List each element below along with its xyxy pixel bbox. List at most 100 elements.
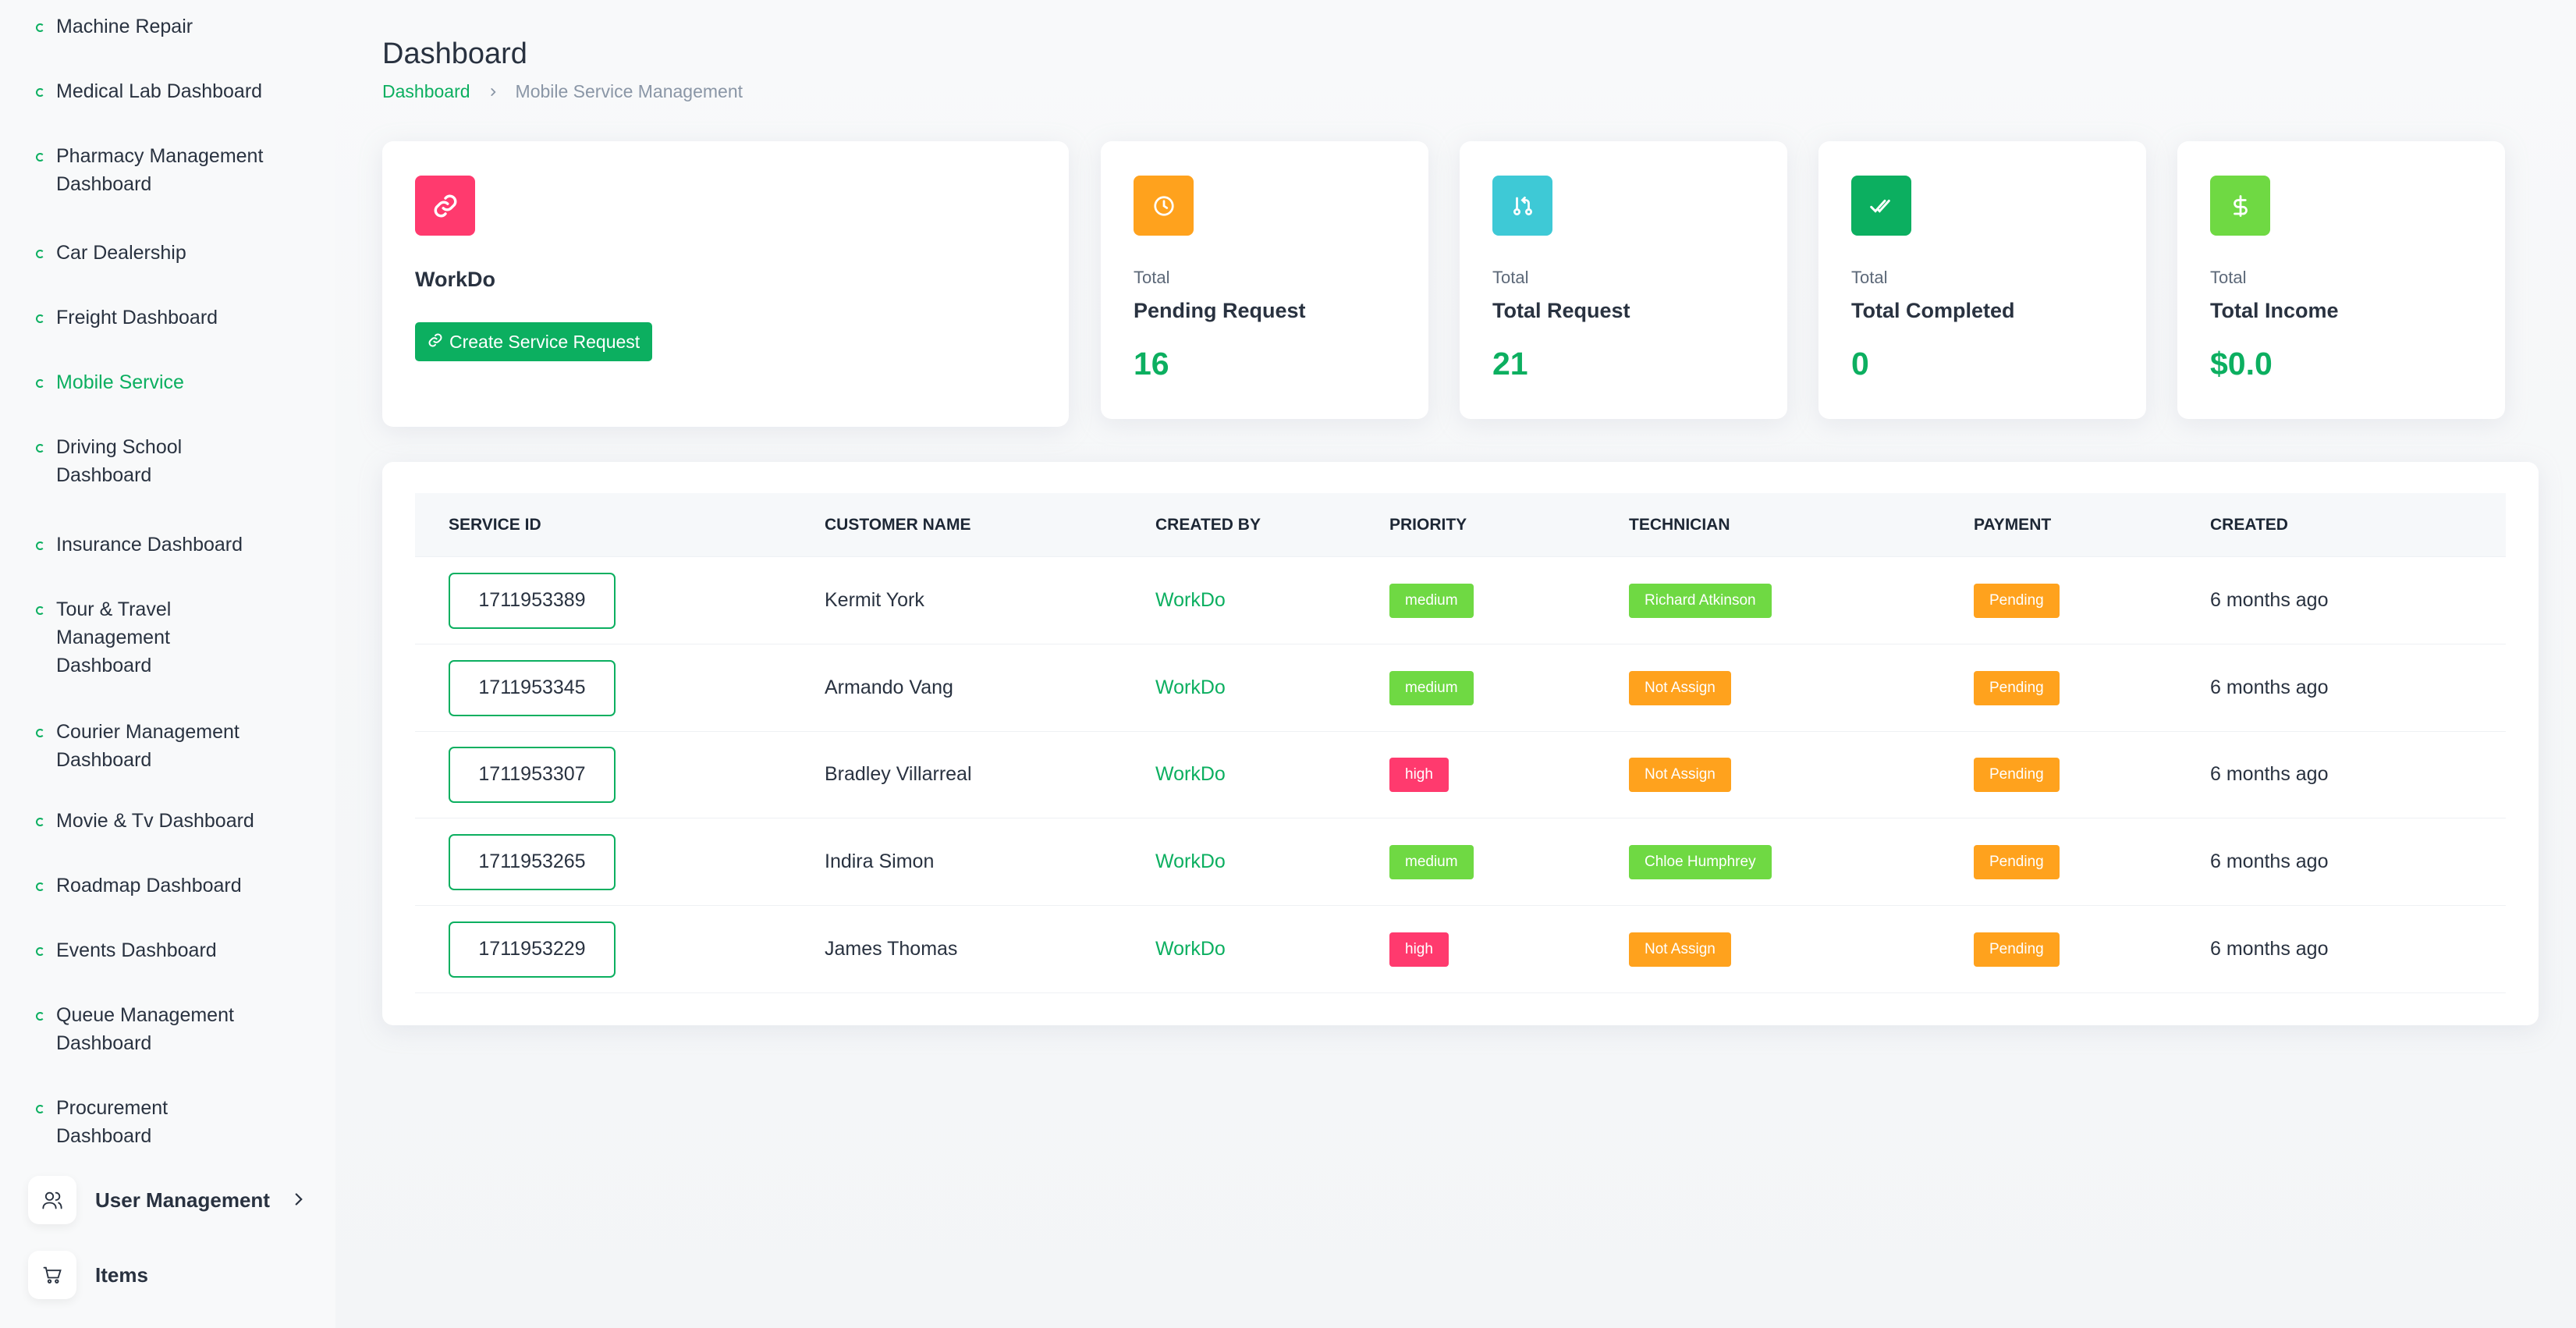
payment-cell: Pending: [1974, 906, 2060, 992]
clock-icon: [1134, 176, 1194, 236]
service-id-button[interactable]: 1711953345: [449, 659, 616, 716]
stat-label: Total Request: [1492, 299, 1630, 322]
sidebar-item-label-line: Events Dashboard: [56, 939, 217, 961]
stat-value: $0.0: [2210, 346, 2273, 382]
stat-label: Pending Request: [1134, 299, 1306, 322]
bullet-icon: [36, 88, 44, 97]
sidebar-item-roadmap-dashboard[interactable]: Roadmap Dashboard: [36, 872, 314, 900]
sidebar-item-label-line: Movie & Tv Dashboard: [56, 810, 254, 832]
payment-status-badge: Pending: [1974, 583, 2060, 618]
priority-badge: medium: [1389, 670, 1474, 705]
sidebar-item-insurance-dashboard[interactable]: Insurance Dashboard: [36, 531, 314, 559]
sidebar-item-pharmacy-management-dashboard[interactable]: Pharmacy Management Dashboard: [36, 142, 314, 198]
stat-value: 21: [1492, 346, 1528, 382]
sidebar-item-queue-management-dashboard[interactable]: Queue Management Dashboard: [36, 1001, 314, 1057]
bullet-icon: [36, 314, 44, 323]
customer-name-cell: James Thomas: [825, 938, 958, 960]
column-header-priority[interactable]: PRIORITY: [1389, 516, 1467, 534]
technician-badge: Not Assign: [1629, 757, 1731, 792]
users-icon: [28, 1176, 76, 1224]
column-header-payment[interactable]: PAYMENT: [1974, 516, 2052, 534]
sidebar-item-label-line: Insurance Dashboard: [56, 534, 243, 556]
technician-cell: Not Assign: [1629, 731, 1731, 818]
table-row: 1711953229 James Thomas WorkDo high Not Assi…: [415, 906, 2506, 993]
created-by-link[interactable]: WorkDo: [1155, 850, 1226, 872]
created-by-link[interactable]: WorkDo: [1155, 763, 1226, 785]
sidebar-item-procurement-dashboard[interactable]: Procurement Dashboard: [36, 1094, 314, 1150]
stat-value: 16: [1134, 346, 1169, 382]
service-id-cell: 1711953389: [449, 557, 616, 644]
sidebar-item-tour-travel-management-dashboard[interactable]: Tour & Travel Management Dashboard: [36, 595, 314, 680]
sidebar-item-courier-management-dashboard[interactable]: Courier Management Dashboard: [36, 718, 314, 774]
service-id-button[interactable]: 1711953389: [449, 572, 616, 629]
created-by-cell: WorkDo: [1155, 644, 1226, 731]
priority-cell: medium: [1389, 644, 1474, 731]
technician-cell: Richard Atkinson: [1629, 557, 1772, 644]
created-by-link[interactable]: WorkDo: [1155, 676, 1226, 698]
sidebar-item-label-line: Driving School: [56, 436, 183, 458]
breadcrumb: Dashboard Mobile Service Management: [382, 81, 743, 102]
stat-label: Total Income: [2210, 299, 2339, 322]
sidebar-item-label: Queue Management Dashboard: [56, 1001, 234, 1057]
sidebar-item-events-dashboard[interactable]: Events Dashboard: [36, 936, 314, 964]
bullet-icon: [36, 23, 44, 32]
stat-caption: Total: [2210, 268, 2247, 287]
link-icon: [428, 332, 449, 353]
column-header-created-by[interactable]: CREATED BY: [1155, 516, 1261, 534]
priority-cell: medium: [1389, 818, 1474, 905]
sidebar-item-mobile-service[interactable]: Mobile Service: [36, 368, 314, 396]
sidebar-item-driving-school-dashboard[interactable]: Driving School Dashboard: [36, 433, 314, 489]
sidebar: Machine Repair Medical Lab Dashboard Pharm…: [0, 0, 335, 1328]
sidebar-item-label: Insurance Dashboard: [56, 531, 243, 559]
sidebar-item-label-line: Car Dealership: [56, 242, 186, 264]
sidebar-item-items[interactable]: Items: [28, 1250, 309, 1300]
created-by-cell: WorkDo: [1155, 906, 1226, 992]
technician-badge: Richard Atkinson: [1629, 583, 1772, 618]
created-cell: 6 months ago: [2210, 938, 2329, 960]
priority-cell: high: [1389, 906, 1449, 992]
created-by-link[interactable]: WorkDo: [1155, 938, 1226, 960]
priority-badge: medium: [1389, 844, 1474, 879]
breadcrumb-home-link[interactable]: Dashboard: [382, 81, 470, 101]
column-header-customer-name[interactable]: CUSTOMER NAME: [825, 516, 971, 534]
sidebar-item-label: Driving School Dashboard: [56, 433, 182, 489]
payment-cell: Pending: [1974, 644, 2060, 731]
sidebar-item-movie-tv-dashboard[interactable]: Movie & Tv Dashboard: [36, 807, 314, 835]
sidebar-item-label-line: Freight Dashboard: [56, 307, 218, 328]
sidebar-item-label-line: Dashboard: [56, 1125, 152, 1147]
sidebar-item-machine-repair[interactable]: Machine Repair: [36, 12, 314, 41]
chevron-right-icon: [289, 1189, 309, 1213]
double-check-icon: [1851, 176, 1911, 236]
bullet-icon: [36, 947, 44, 956]
create-service-request-button[interactable]: Create Service Request: [415, 322, 653, 361]
button-label: Create Service Request: [449, 331, 640, 352]
sidebar-item-label-line: Courier Management: [56, 721, 240, 743]
breadcrumb-current: Mobile Service Management: [515, 81, 743, 101]
sidebar-item-user-management[interactable]: User Management: [28, 1175, 309, 1225]
sidebar-item-label-line: Medical Lab Dashboard: [56, 80, 263, 102]
column-header-created[interactable]: CREATED: [2210, 516, 2288, 534]
bullet-icon: [36, 1105, 44, 1113]
stat-caption: Total: [1851, 268, 1888, 287]
column-header-technician[interactable]: TECHNICIAN: [1629, 516, 1730, 534]
service-id-button[interactable]: 1711953307: [449, 746, 616, 803]
service-id-button[interactable]: 1711953229: [449, 921, 616, 978]
created-by-link[interactable]: WorkDo: [1155, 589, 1226, 611]
sidebar-item-label: Items: [95, 1262, 148, 1287]
page-title: Dashboard: [382, 37, 527, 70]
chevron-right-icon: [488, 81, 499, 102]
stat-caption: Total: [1492, 268, 1529, 287]
sidebar-item-label: Courier Management Dashboard: [56, 718, 240, 774]
column-header-service-id[interactable]: SERVICE ID: [449, 516, 541, 534]
priority-badge: medium: [1389, 583, 1474, 618]
sidebar-item-car-dealership[interactable]: Car Dealership: [36, 239, 314, 267]
payment-cell: Pending: [1974, 818, 2060, 905]
service-id-cell: 1711953307: [449, 731, 616, 818]
sidebar-item-freight-dashboard[interactable]: Freight Dashboard: [36, 304, 314, 332]
sidebar-item-medical-lab-dashboard[interactable]: Medical Lab Dashboard: [36, 77, 314, 105]
stat-card-total-request: Total Total Request 21: [1460, 141, 1787, 419]
created-by-cell: WorkDo: [1155, 557, 1226, 644]
service-id-button[interactable]: 1711953265: [449, 833, 616, 890]
bullet-icon: [36, 250, 44, 258]
stat-card-total-completed: Total Total Completed 0: [1818, 141, 2146, 419]
